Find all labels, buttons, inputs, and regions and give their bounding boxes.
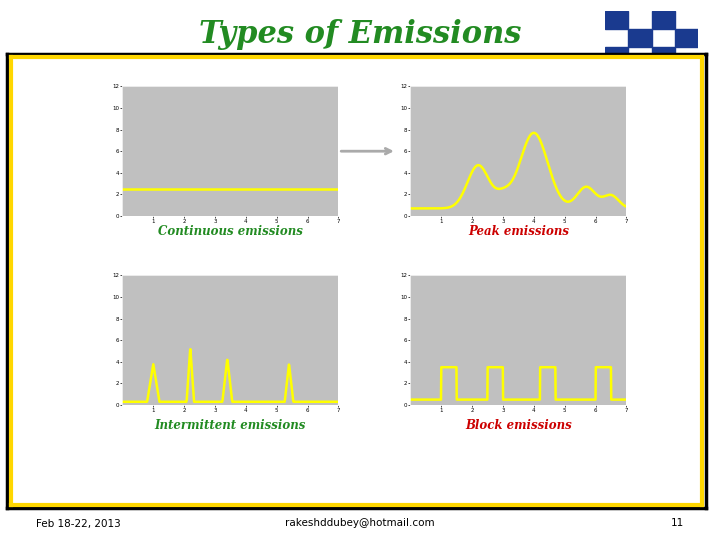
Bar: [652, 11, 675, 29]
Bar: [652, 47, 675, 65]
Text: Block emissions: Block emissions: [465, 419, 572, 433]
Text: Types of Emissions: Types of Emissions: [199, 19, 521, 50]
Text: Intermittent emissions: Intermittent emissions: [155, 419, 306, 433]
Bar: [14, 103, 50, 146]
Bar: [605, 47, 628, 65]
Bar: [50, 103, 86, 146]
Bar: [605, 11, 628, 29]
Bar: [14, 59, 50, 103]
Text: rakeshddubey@hotmail.com: rakeshddubey@hotmail.com: [285, 518, 435, 529]
Text: Feb 18-22, 2013: Feb 18-22, 2013: [36, 518, 121, 529]
Bar: [50, 59, 86, 103]
Text: 11: 11: [671, 518, 684, 529]
Bar: [675, 29, 698, 47]
Bar: [628, 29, 652, 47]
Text: Peak emissions: Peak emissions: [468, 225, 569, 238]
Text: Continuous emissions: Continuous emissions: [158, 225, 303, 238]
